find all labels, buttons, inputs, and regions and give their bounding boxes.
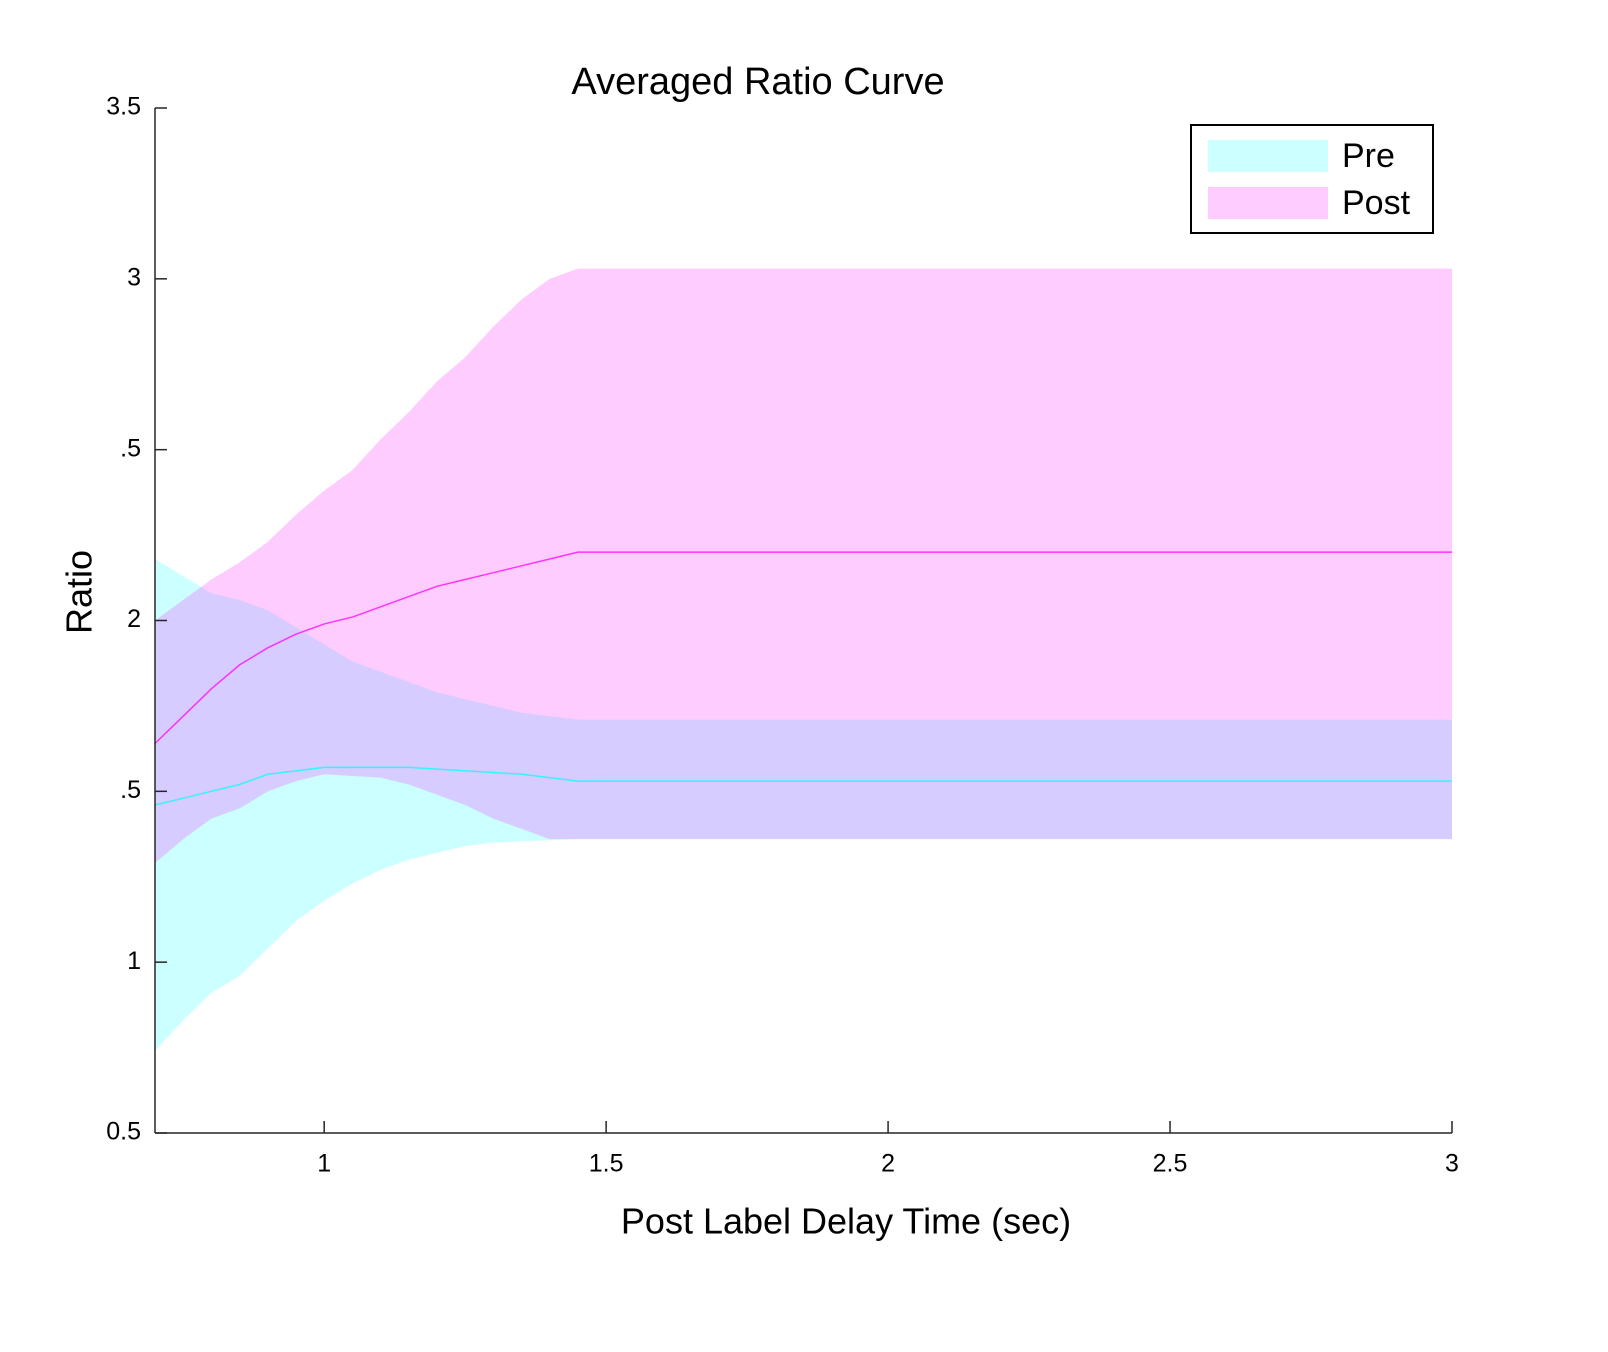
y-axis-label: Ratio [59, 550, 100, 634]
mean-line [154, 551, 1452, 745]
legend-label: Post [1342, 184, 1411, 222]
chart-title: Averaged Ratio Curve [571, 61, 944, 103]
y-tick-label: 3 [127, 263, 141, 291]
x-tick-label: 2 [881, 1150, 895, 1178]
y-tick-label: 3.5 [106, 93, 141, 121]
x-tick-label: 2.5 [1153, 1150, 1188, 1178]
y-tick-label: .5 [120, 776, 141, 804]
legend-label: Pre [1342, 137, 1395, 175]
x-axis-label: Post Label Delay Time (sec) [621, 1201, 1071, 1242]
y-tick-label: 1 [127, 947, 141, 975]
confidence-band [155, 268, 1452, 864]
y-tick-label: 2 [127, 605, 141, 633]
y-tick-label: 0.5 [106, 1118, 141, 1146]
legend-swatch [1208, 140, 1328, 172]
legend-box [1190, 124, 1434, 234]
confidence-band [155, 559, 1452, 1051]
y-tick-label: .5 [120, 434, 141, 462]
x-tick-label: 1 [317, 1150, 331, 1178]
legend-swatch [1208, 187, 1328, 219]
mean-line [154, 766, 1452, 806]
x-tick-label: 1.5 [589, 1150, 624, 1178]
x-tick-label: 3 [1445, 1150, 1459, 1178]
